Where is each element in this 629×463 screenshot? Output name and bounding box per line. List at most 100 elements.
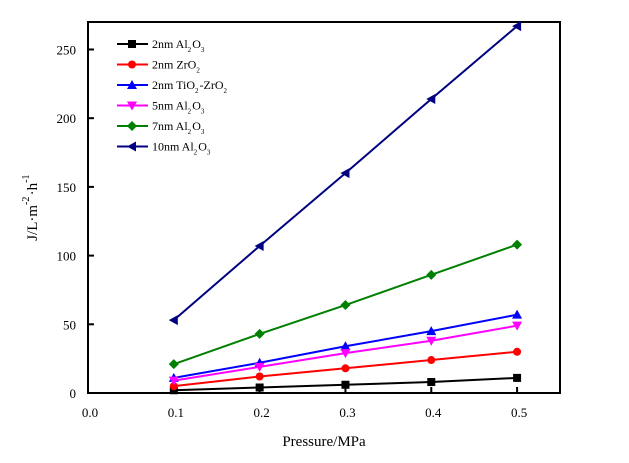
data-point (341, 380, 350, 389)
x-tick-label: 0.3 (339, 405, 355, 420)
x-tick-label: 0.1 (168, 405, 184, 420)
plot-frame (87, 21, 561, 394)
y-tick-label: 50 (63, 317, 76, 332)
y-tick-label: 150 (57, 180, 77, 195)
data-point (512, 321, 523, 331)
series-2nm-zro2 (169, 347, 522, 391)
data-point (512, 309, 523, 319)
data-point (426, 336, 437, 346)
legend-item: 2nm Al2 O3 (117, 37, 205, 54)
y-label-part: ·h (25, 182, 41, 195)
series-7nm-al2o3 (168, 239, 523, 370)
legend-label: 7nm Al2 O3 (152, 119, 205, 136)
x-tick-label: 0.2 (254, 405, 270, 420)
legend-label-subscript: 2 (196, 67, 200, 75)
data-point (426, 269, 437, 280)
data-point (512, 21, 522, 32)
y-label-superscript: -1 (21, 174, 32, 182)
data-point (340, 300, 351, 311)
y-axis-label-text: J/L·m-2 ·h-1 (21, 173, 41, 241)
data-point (168, 359, 179, 370)
legend-label-subscript: 3 (207, 149, 211, 157)
x-tick-label: 0.5 (511, 405, 527, 420)
data-point (254, 240, 264, 251)
legend-label: 2nm ZrO2 (152, 58, 201, 75)
y-label-part: J/L·m (25, 205, 41, 241)
data-point (512, 239, 523, 250)
data-point (426, 93, 436, 104)
legend-label-spacer (204, 37, 205, 51)
legend-label-spacer (200, 58, 201, 72)
series-2nm-al2o3 (169, 373, 522, 395)
legend-label-text: 5nm Al (152, 99, 188, 113)
legend-item: 2nm TiO2 -ZrO2 (117, 78, 228, 95)
y-label-spacer (25, 173, 41, 174)
x-axis-label: Pressure/MPa (282, 434, 366, 450)
data-point (169, 382, 178, 391)
legend-label-text: O (192, 119, 201, 133)
marker-square (128, 40, 136, 48)
data-point (169, 386, 178, 395)
legend-label-text: 2nm TiO (152, 78, 195, 92)
marker-triangle-up (127, 80, 137, 89)
legend-label-subscript: 2 (195, 87, 199, 95)
axis-ticks: 0.0 0.1 0.2 0.3 0.4 0.5 0 50 100 150 200 250 (57, 42, 528, 420)
y-tick-label: 200 (57, 111, 77, 126)
legend-label-subscript: 2 (188, 108, 192, 116)
legend-label-text: 2nm ZrO (152, 58, 197, 72)
legend-label-subscript: 2 (194, 149, 198, 157)
x-tick-label: 0.0 (82, 405, 98, 420)
series-layer (168, 21, 523, 395)
legend-label-text: 10nm Al (152, 140, 194, 154)
data-point (513, 347, 522, 356)
legend-label-subscript: 3 (201, 46, 205, 54)
legend: 2nm Al2 O3 2nm ZrO2 2nm TiO2 -ZrO2 5nm A… (117, 37, 228, 157)
y-axis-label: J/L·m-2 ·h-1 (21, 173, 41, 241)
data-point (427, 356, 436, 365)
legend-item: 2nm ZrO2 (117, 58, 201, 75)
y-tick-label: 100 (57, 249, 77, 264)
legend-label-text: -ZrO (200, 78, 224, 92)
data-point (427, 378, 436, 387)
data-point (254, 362, 265, 372)
legend-label-subscript: 3 (201, 108, 205, 116)
legend-label-text: 7nm Al (152, 119, 188, 133)
legend-label-text: O (192, 99, 201, 113)
data-point (426, 326, 437, 336)
marker-triangle-down (127, 101, 137, 111)
legend-label-subscript: 2 (224, 87, 228, 95)
y-label-superscript: -2 (21, 197, 32, 205)
legend-label-text: O (198, 140, 207, 154)
legend-label-text: O (192, 37, 201, 51)
marker-diamond (127, 121, 137, 131)
series-5nm-al2o3 (168, 321, 523, 386)
legend-label-spacer (210, 140, 211, 154)
marker-circle (128, 60, 136, 69)
legend-label: 5nm Al2 O3 (152, 99, 205, 116)
data-point (340, 168, 350, 179)
data-point (341, 364, 350, 373)
data-point (513, 373, 522, 382)
data-point (254, 328, 265, 339)
legend-label-text: 2nm Al (152, 37, 188, 51)
y-tick-label: 0 (70, 386, 77, 401)
legend-label-subscript: 2 (188, 128, 192, 136)
legend-label-subscript: 3 (201, 128, 205, 136)
legend-label-spacer (227, 78, 228, 92)
legend-item: 7nm Al2 O3 (117, 119, 205, 136)
data-point (168, 315, 178, 326)
legend-label: 2nm Al2 O3 (152, 37, 205, 54)
data-point (255, 383, 264, 392)
data-point (255, 372, 264, 381)
legend-label: 10nm Al2 O3 (152, 140, 211, 157)
x-tick-label: 0.4 (425, 405, 442, 420)
y-tick-label: 250 (57, 42, 77, 57)
legend-label-subscript: 2 (188, 46, 192, 54)
data-point (340, 349, 351, 359)
legend-label: 2nm TiO2 -ZrO2 (152, 78, 228, 95)
legend-label-spacer (204, 119, 205, 133)
series-10nm-al2o3 (168, 21, 522, 326)
marker-triangle-left (127, 141, 136, 152)
legend-item: 5nm Al2 O3 (117, 99, 205, 116)
